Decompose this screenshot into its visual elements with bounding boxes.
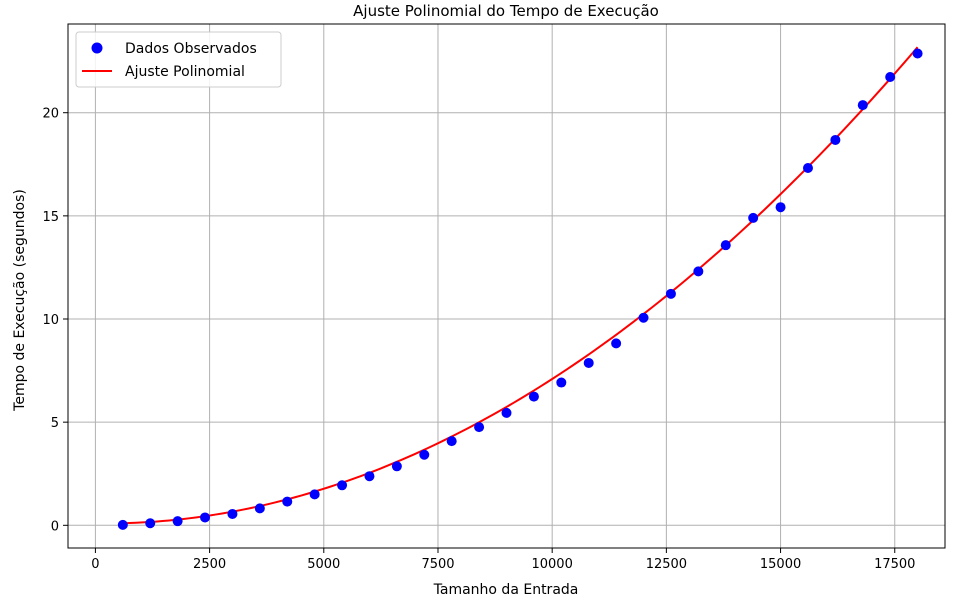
y-tick-label: 15 <box>42 210 59 225</box>
y-tick-label: 5 <box>51 416 59 431</box>
observed-series <box>117 48 923 530</box>
fit-series <box>122 46 919 525</box>
x-tick-label: 10000 <box>531 557 572 572</box>
x-axis-label: Tamanho da Entrada <box>433 582 579 598</box>
legend-scatter-marker <box>91 42 103 54</box>
data-point <box>775 202 786 213</box>
y-tick-label: 0 <box>51 519 59 534</box>
data-point <box>364 471 375 482</box>
y-axis-label: Tempo de Execução (segundos) <box>12 189 28 412</box>
data-point <box>309 489 320 500</box>
data-point <box>337 480 348 491</box>
data-point <box>720 240 731 251</box>
fit-line <box>122 46 919 525</box>
x-tick-label: 17500 <box>874 557 915 572</box>
data-point <box>583 357 594 368</box>
data-point <box>145 518 156 529</box>
data-point <box>254 503 265 514</box>
legend-label-observed: Dados Observados <box>125 41 257 57</box>
data-point <box>200 512 211 523</box>
data-point <box>611 338 622 349</box>
legend-box <box>75 31 282 88</box>
legend-label-fit: Ajuste Polinomial <box>125 64 245 80</box>
plot-frame <box>67 23 946 549</box>
data-point <box>830 134 841 145</box>
data-point <box>802 162 813 173</box>
data-point <box>857 100 868 111</box>
x-tick-label: 0 <box>91 557 99 572</box>
data-point <box>665 288 676 299</box>
data-point <box>474 422 485 433</box>
data-point <box>419 449 430 460</box>
legend: Dados Observados Ajuste Polinomial <box>75 31 282 88</box>
y-tick-label: 20 <box>42 107 59 122</box>
x-tick-label: 2500 <box>193 557 226 572</box>
data-point <box>172 516 183 527</box>
data-point <box>693 266 704 277</box>
x-tick-label: 7500 <box>421 557 454 572</box>
data-point <box>556 377 567 388</box>
grid <box>68 24 945 548</box>
x-tick-label: 12500 <box>646 557 687 572</box>
data-point <box>501 407 512 418</box>
x-tick-label: 5000 <box>307 557 340 572</box>
data-point <box>282 496 293 507</box>
data-point <box>885 72 896 83</box>
data-point <box>446 436 457 447</box>
data-point <box>117 519 128 530</box>
data-point <box>748 212 759 223</box>
y-tick-label: 10 <box>42 313 59 328</box>
data-point <box>227 508 238 519</box>
data-point <box>528 391 539 402</box>
chart-title: Ajuste Polinomial do Tempo de Execução <box>353 2 659 20</box>
data-point <box>912 48 923 59</box>
data-point <box>638 312 649 323</box>
data-point <box>391 461 402 472</box>
x-tick-label: 15000 <box>760 557 801 572</box>
axis-ticks: 0 2500 5000 7500 10000 12500 15000 17500 0 5 10 15 2… <box>42 107 915 572</box>
